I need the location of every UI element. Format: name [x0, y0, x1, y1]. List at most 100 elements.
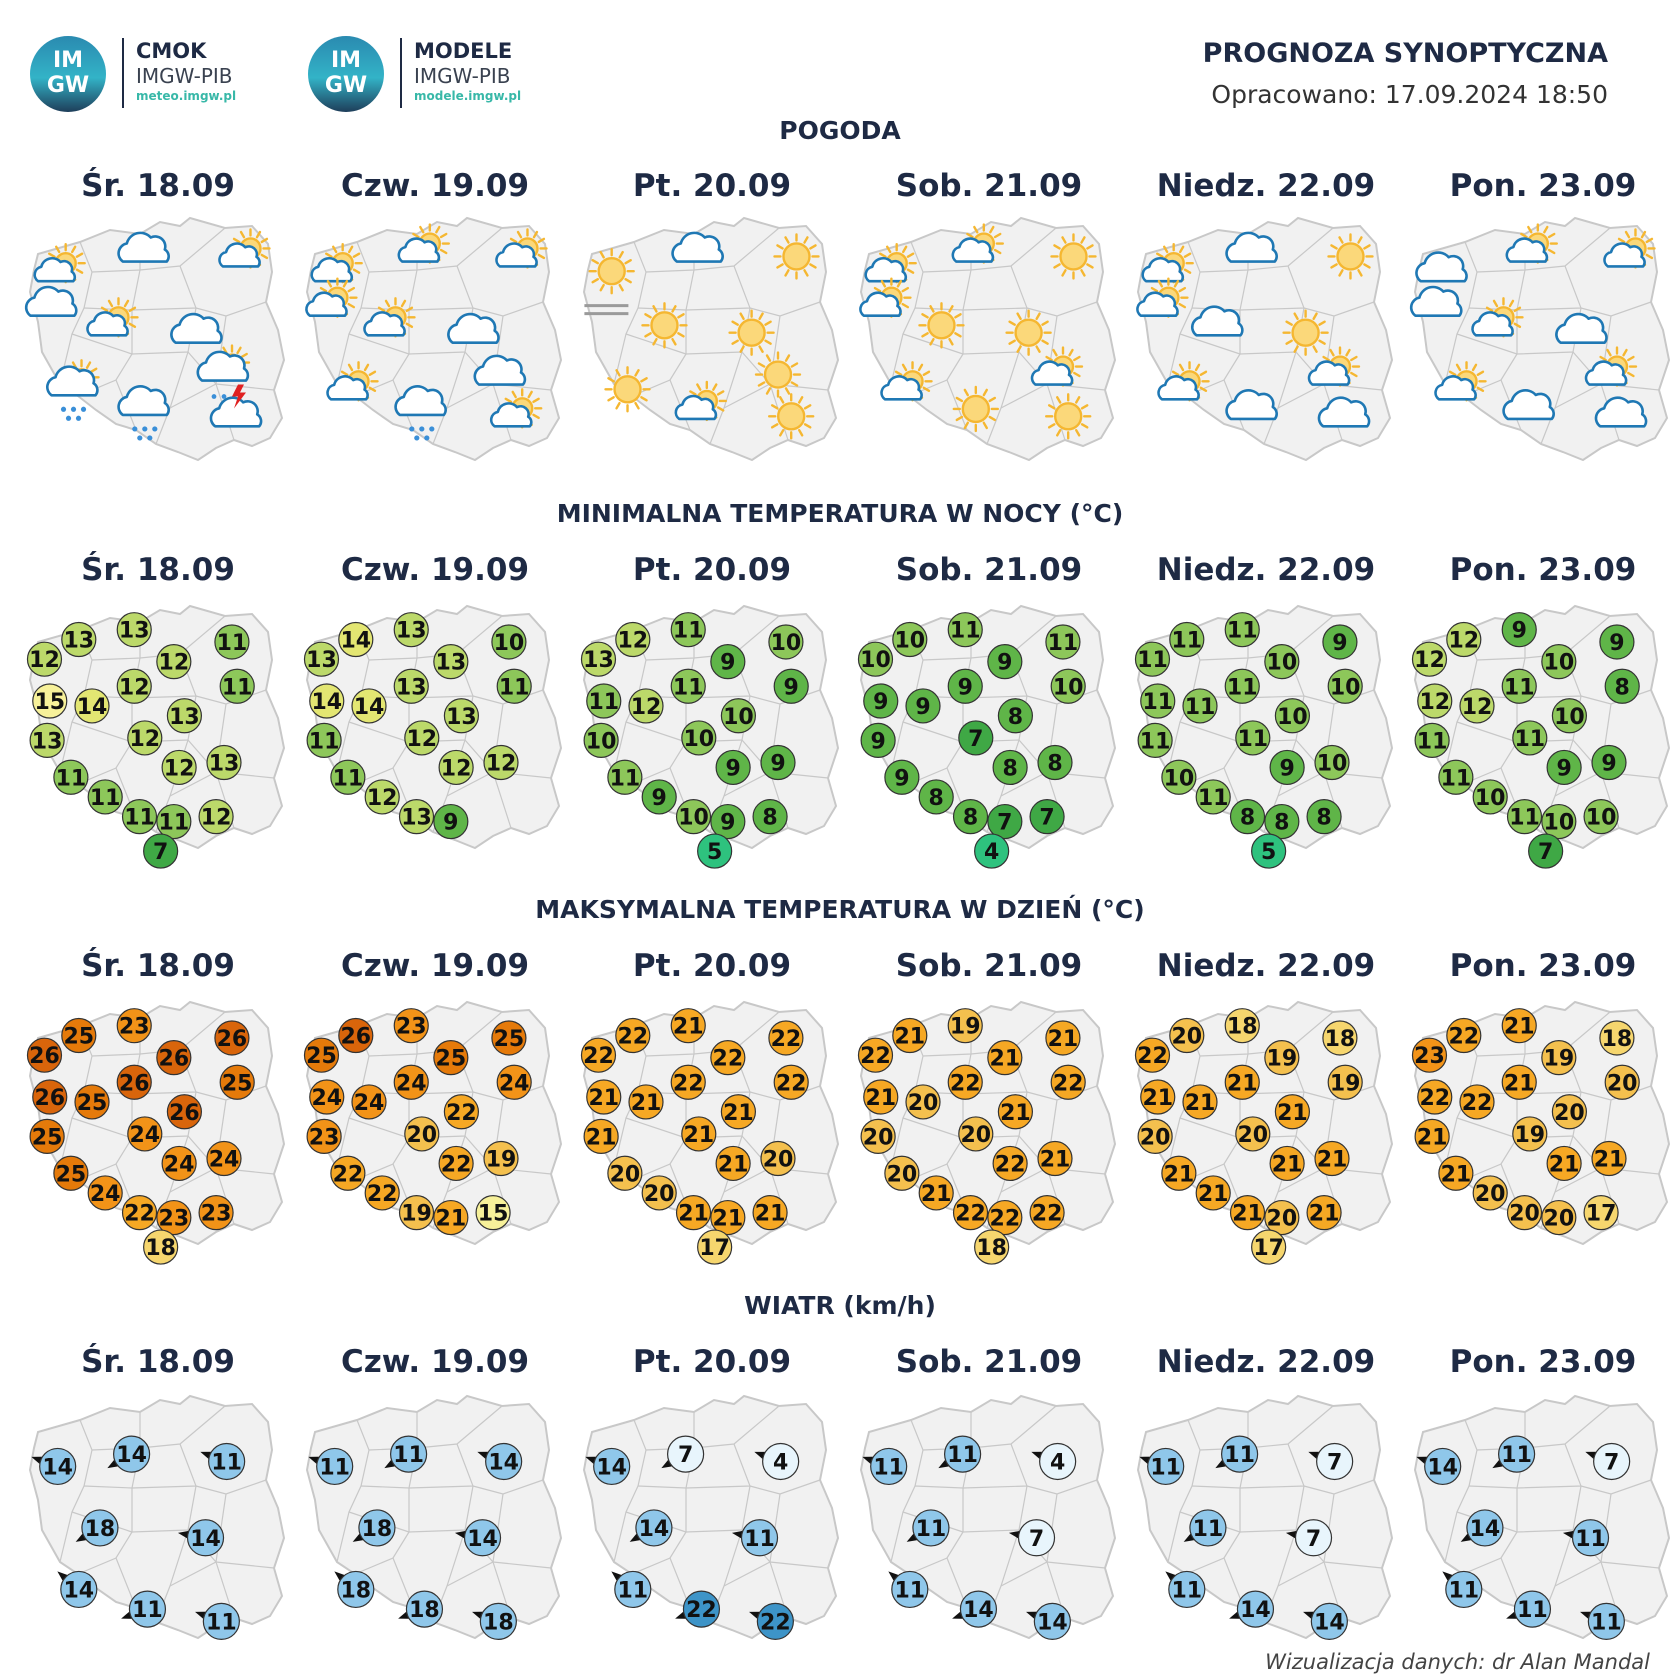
temp-badge: 10 — [1274, 698, 1310, 734]
temp-badge: 8 — [918, 779, 954, 815]
wind-badge: 14 — [629, 1509, 673, 1547]
temp-badge-label: 20 — [406, 1123, 437, 1148]
wind-badge: 7 — [1585, 1442, 1631, 1481]
temp-badge-label: 20 — [1475, 1182, 1506, 1207]
temp-badge: 20 — [1551, 1094, 1587, 1130]
temp-badge: 26 — [26, 1037, 63, 1073]
temp-badge: 10 — [1327, 668, 1363, 704]
temp-badge-label: 11 — [159, 811, 190, 836]
temp-badge-label: 22 — [583, 1044, 614, 1069]
temp-badge: 20 — [607, 1155, 643, 1191]
imgw-logo-icon: IM GW — [308, 36, 384, 112]
temp-badge-label: 22 — [713, 1047, 744, 1072]
wind-badge: 14 — [454, 1519, 502, 1557]
temp-badge: 21 — [1438, 1155, 1474, 1191]
temp-badge-label: 9 — [1556, 756, 1571, 781]
temp-badge-circle — [1512, 1116, 1548, 1152]
temp-badge: 7 — [987, 803, 1023, 840]
temp-badge-label: 20 — [960, 1123, 991, 1148]
temp-badge: 20 — [1506, 1195, 1543, 1231]
temp-badge-circle — [438, 749, 474, 786]
temp-badge: 24 — [206, 1140, 242, 1177]
voivodeship-border — [446, 1561, 512, 1619]
day-label-max_temp: Pt. 20.09 — [632, 948, 792, 984]
temp-badge-circle — [1417, 1079, 1453, 1115]
wind-badge-circle — [666, 1435, 705, 1473]
wind-badge-circle — [1571, 1519, 1610, 1557]
sun-icon — [1050, 233, 1097, 280]
temp-badge: 12 — [364, 779, 400, 815]
temp-badge: 12 — [483, 744, 519, 781]
logo-title: MODELE — [414, 39, 513, 63]
temp-badge: 9 — [884, 759, 920, 795]
day-label-min_temp: Sob. 21.09 — [895, 552, 1083, 588]
poland-map: 14 7 4 14 11 11 22 22 — [582, 1394, 840, 1640]
temp-badge-circle — [74, 1084, 110, 1120]
temp-badge-label: 24 — [129, 1123, 160, 1148]
temp-badge: 21 — [681, 1116, 717, 1152]
wind-badge-circle — [614, 1570, 652, 1609]
temp-badge-circle — [760, 744, 796, 781]
voivodeship-border — [1199, 227, 1334, 273]
temp-badge: 11 — [1438, 759, 1474, 795]
voivodeship-border — [1456, 1117, 1518, 1139]
temp-badge-circle — [1327, 668, 1363, 704]
temp-badge-label: 20 — [1140, 1125, 1171, 1150]
cloud-icon — [1225, 389, 1278, 421]
temp-badge: 24 — [309, 1079, 345, 1115]
temp-badge-circle — [670, 612, 706, 648]
temp-badge: 10 — [1314, 744, 1350, 781]
temp-badge: 11 — [1512, 720, 1548, 756]
temp-badge-label: 21 — [1309, 1202, 1340, 1227]
temp-badge-circle — [1506, 799, 1543, 835]
temp-badge-label: 8 — [963, 806, 978, 831]
temp-badge-circle — [710, 1040, 746, 1076]
temp-badge: 8 — [997, 698, 1033, 734]
day-label-weather: Pon. 23.09 — [1449, 168, 1637, 204]
temp-badge-label: 9 — [784, 675, 799, 700]
cloud-icon — [170, 312, 223, 344]
temp-badge-label: 9 — [958, 675, 973, 700]
wind-badge-circle — [60, 1570, 98, 1609]
poland-map — [24, 216, 286, 462]
temp-badge-label: 9 — [770, 752, 785, 777]
temp-badge-circle — [952, 1195, 989, 1231]
temp-badge-label: 20 — [1267, 1207, 1298, 1232]
day-label-max_temp: Niedz. 22.09 — [1156, 948, 1376, 984]
wind-badge-circle — [39, 1447, 77, 1486]
temp-badge-circle — [156, 644, 192, 680]
temp-badge-label: 18 — [1602, 1027, 1633, 1052]
cloud-icon — [473, 354, 527, 386]
wind-badge-label: 14 — [190, 1527, 221, 1552]
temp-badge: 11 — [87, 779, 123, 815]
wind-badge-circle — [389, 1435, 428, 1473]
temp-badge-circle — [1546, 1145, 1582, 1182]
logo-url[interactable]: modele.imgw.pl — [414, 89, 522, 103]
temp-badge-circle — [74, 688, 110, 724]
wind-badge: 14 — [1460, 1509, 1504, 1547]
wind-badge-circle — [1294, 1519, 1333, 1557]
temp-badge: 12 — [1446, 621, 1482, 658]
temp-badge: 22 — [710, 1040, 746, 1076]
wind-badge-label: 7 — [1604, 1451, 1619, 1476]
temp-badge-label: 24 — [396, 1071, 427, 1096]
temp-badge-label: 7 — [153, 840, 168, 865]
temp-badge-label: 22 — [1032, 1202, 1063, 1227]
wind-badge-circle — [479, 1602, 517, 1640]
temp-badge-circle — [918, 1175, 954, 1211]
temp-badge-label: 9 — [894, 766, 909, 791]
temp-badge-circle — [475, 1195, 511, 1231]
temp-badge: 21 — [1140, 1079, 1176, 1115]
temp-badge-circle — [1251, 1229, 1287, 1265]
temp-badge-label: 21 — [1417, 1125, 1448, 1150]
temp-badge-label: 9 — [1601, 752, 1616, 777]
wind-badge: 14 — [952, 1590, 998, 1628]
temp-badge-label: 12 — [29, 648, 60, 673]
temp-badge-label: 22 — [771, 1027, 802, 1052]
temp-badge-label: 12 — [486, 752, 517, 777]
temp-badge-circle — [433, 644, 469, 680]
logo-url[interactable]: meteo.imgw.pl — [136, 89, 237, 103]
temp-badge: 21 — [987, 1040, 1023, 1076]
poland-map — [859, 216, 1117, 462]
voivodeship-border — [625, 1117, 687, 1139]
